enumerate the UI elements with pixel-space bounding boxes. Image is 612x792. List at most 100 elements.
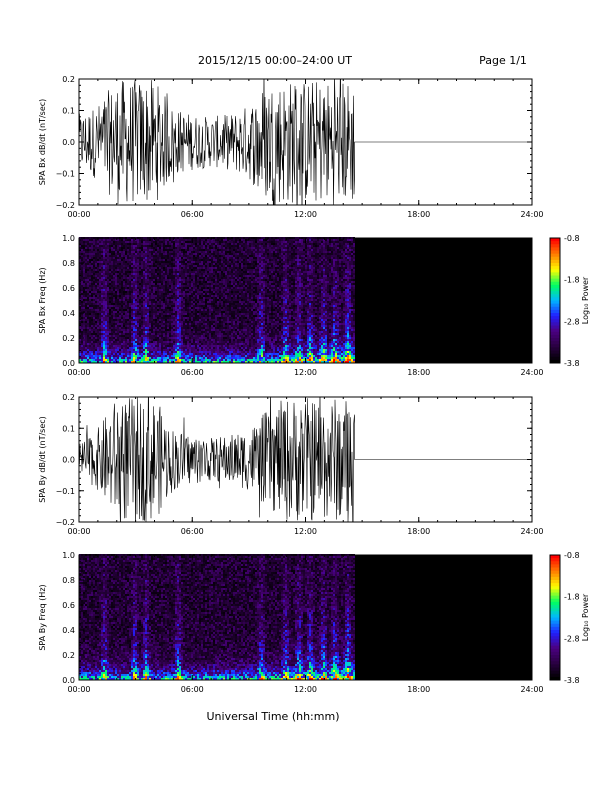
heatmap-cell bbox=[233, 343, 235, 345]
heatmap-cell bbox=[149, 239, 151, 241]
heatmap-cell bbox=[179, 283, 181, 285]
heatmap-cell bbox=[165, 321, 167, 323]
heatmap-cell bbox=[211, 333, 213, 335]
heatmap-cell bbox=[199, 267, 201, 269]
heatmap-cell bbox=[127, 317, 129, 319]
heatmap-cell bbox=[95, 301, 97, 303]
heatmap-cell bbox=[201, 361, 203, 363]
heatmap-cell bbox=[97, 263, 99, 265]
heatmap-cell bbox=[163, 345, 165, 347]
heatmap-cell bbox=[83, 311, 85, 313]
heatmap-cell bbox=[95, 305, 97, 307]
heatmap-cell bbox=[187, 341, 189, 343]
heatmap-cell bbox=[121, 323, 123, 325]
heatmap-cell bbox=[181, 303, 183, 305]
heatmap-cell bbox=[91, 319, 93, 321]
heatmap-cell bbox=[141, 267, 143, 269]
heatmap-cell bbox=[121, 315, 123, 317]
heatmap-cell bbox=[149, 297, 151, 299]
heatmap-cell bbox=[197, 273, 199, 275]
heatmap-cell bbox=[215, 307, 217, 309]
heatmap-cell bbox=[85, 275, 87, 277]
heatmap-cell bbox=[205, 261, 207, 263]
heatmap-cell bbox=[191, 259, 193, 261]
heatmap-cell bbox=[149, 303, 151, 305]
heatmap-cell bbox=[205, 241, 207, 243]
heatmap-cell bbox=[201, 281, 203, 283]
heatmap-cell bbox=[215, 251, 217, 253]
heatmap-cell bbox=[159, 319, 161, 321]
heatmap-cell bbox=[191, 303, 193, 305]
heatmap-cell bbox=[227, 353, 229, 355]
heatmap-cell bbox=[123, 241, 125, 243]
heatmap-cell bbox=[87, 339, 89, 341]
heatmap-cell bbox=[199, 265, 201, 267]
heatmap-cell bbox=[105, 355, 107, 357]
heatmap-cell bbox=[165, 309, 167, 311]
heatmap-cell bbox=[211, 315, 213, 317]
heatmap-cell bbox=[161, 307, 163, 309]
heatmap-cell bbox=[125, 321, 127, 323]
heatmap-cell bbox=[95, 347, 97, 349]
heatmap-cell bbox=[85, 339, 87, 341]
heatmap-cell bbox=[103, 305, 105, 307]
heatmap-cell bbox=[175, 329, 177, 331]
heatmap-cell bbox=[221, 313, 223, 315]
heatmap-cell bbox=[127, 273, 129, 275]
heatmap-cell bbox=[137, 279, 139, 281]
heatmap-cell bbox=[171, 251, 173, 253]
heatmap-cell bbox=[79, 241, 81, 243]
heatmap-cell bbox=[215, 325, 217, 327]
heatmap-cell bbox=[155, 269, 157, 271]
heatmap-cell bbox=[85, 325, 87, 327]
heatmap-cell bbox=[97, 265, 99, 267]
heatmap-cell bbox=[157, 319, 159, 321]
heatmap-cell bbox=[159, 355, 161, 357]
heatmap-cell bbox=[91, 341, 93, 343]
heatmap-cell bbox=[119, 309, 121, 311]
heatmap-cell bbox=[97, 341, 99, 343]
heatmap-cell bbox=[175, 345, 177, 347]
heatmap-cell bbox=[157, 251, 159, 253]
heatmap-cell bbox=[167, 239, 169, 241]
heatmap-cell bbox=[197, 349, 199, 351]
header-page-number: Page 1/1 bbox=[479, 54, 527, 67]
heatmap-cell bbox=[217, 293, 219, 295]
heatmap-cell bbox=[173, 315, 175, 317]
heatmap-cell bbox=[199, 287, 201, 289]
heatmap-cell bbox=[161, 353, 163, 355]
heatmap-cell bbox=[95, 339, 97, 341]
heatmap-cell bbox=[81, 299, 83, 301]
heatmap-cell bbox=[231, 293, 233, 295]
heatmap-cell bbox=[115, 331, 117, 333]
heatmap-cell bbox=[143, 271, 145, 273]
heatmap-cell bbox=[197, 337, 199, 339]
heatmap-cell bbox=[191, 317, 193, 319]
heatmap-cell bbox=[197, 339, 199, 341]
heatmap-cell bbox=[105, 345, 107, 347]
heatmap-cell bbox=[89, 321, 91, 323]
heatmap-cell bbox=[187, 277, 189, 279]
heatmap-cell bbox=[199, 251, 201, 253]
heatmap-cell bbox=[97, 289, 99, 291]
heatmap-cell bbox=[111, 267, 113, 269]
heatmap-cell bbox=[95, 349, 97, 351]
heatmap-cell bbox=[99, 361, 101, 363]
heatmap-cell bbox=[197, 245, 199, 247]
heatmap-cell bbox=[217, 337, 219, 339]
heatmap-cell bbox=[129, 339, 131, 341]
heatmap-cell bbox=[195, 309, 197, 311]
heatmap-cell bbox=[199, 243, 201, 245]
heatmap-cell bbox=[129, 239, 131, 241]
heatmap-cell bbox=[197, 239, 199, 241]
heatmap-cell bbox=[225, 317, 227, 319]
heatmap-cell bbox=[163, 265, 165, 267]
heatmap-cell bbox=[173, 243, 175, 245]
heatmap-cell bbox=[79, 305, 81, 307]
heatmap-cell bbox=[103, 265, 105, 267]
heatmap-cell bbox=[177, 337, 179, 339]
heatmap-cell bbox=[143, 331, 145, 333]
heatmap-cell bbox=[153, 297, 155, 299]
heatmap-cell bbox=[175, 331, 177, 333]
heatmap-cell bbox=[125, 239, 127, 241]
